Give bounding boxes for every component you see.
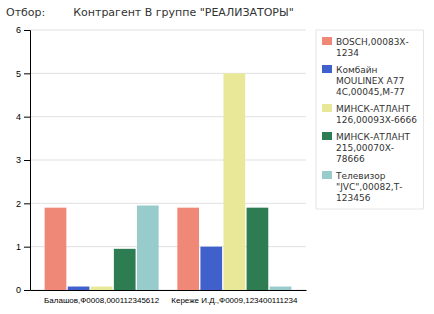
bar bbox=[91, 287, 113, 290]
tick-label: 5 bbox=[16, 69, 21, 79]
bar bbox=[177, 208, 199, 290]
legend-label: МИНСК-АТЛАНТ126,00093Х-6666 bbox=[336, 104, 417, 125]
grid-line bbox=[30, 203, 306, 204]
tick: 4 bbox=[16, 112, 30, 122]
legend-label-line: 126,00093Х-6666 bbox=[336, 115, 417, 125]
legend-label: BOSCH,00083Х-1234 bbox=[336, 37, 409, 58]
chart: Отбор: Контрагент В группе "РЕАЛИЗАТОРЫ"… bbox=[0, 0, 434, 314]
bars bbox=[45, 73, 292, 290]
legend-label: КомбайнMOULINEX A774С,00045,М-77 bbox=[336, 65, 405, 97]
tick: 3 bbox=[16, 155, 30, 165]
bar bbox=[200, 247, 222, 290]
tick-label: 6 bbox=[16, 25, 21, 35]
tick: 1 bbox=[16, 242, 30, 252]
bar bbox=[114, 249, 136, 290]
tick: Балашов,Ф0008,000112345612 bbox=[44, 296, 160, 305]
series bbox=[45, 208, 199, 290]
tick: 0 bbox=[16, 285, 30, 295]
plot: 0 1 2 3 4 5 6 Балашов,Ф0008,000112345612 Кереже … bbox=[16, 25, 307, 304]
legend-label-line: 1234 bbox=[336, 48, 359, 58]
bar bbox=[270, 287, 292, 290]
legend-item: МИНСК-АТЛАНТ126,00093Х-6666 bbox=[322, 104, 417, 125]
legend: BOSCH,00083Х-1234 КомбайнMOULINEX A774С,0… bbox=[316, 30, 423, 209]
tick: 2 bbox=[16, 199, 30, 209]
grid-line bbox=[30, 116, 306, 117]
tick-mark bbox=[24, 247, 30, 248]
legend-label-line: 215,00070Х- bbox=[336, 143, 394, 153]
bar bbox=[68, 287, 90, 290]
y-axis: 0 1 2 3 4 5 6 bbox=[16, 25, 31, 295]
legend-label-line: 123456 bbox=[336, 193, 371, 203]
legend-label-line: МИНСК-АТЛАНТ bbox=[336, 104, 411, 114]
legend-label-line: 4С,00045,М-77 bbox=[336, 87, 405, 97]
legend-label-line: 78666 bbox=[336, 154, 365, 164]
tick-label: Кереже И.Д.,Ф0009,123400111234 bbox=[171, 296, 298, 305]
grid bbox=[30, 30, 306, 290]
axis-line bbox=[24, 31, 31, 291]
legend-label-line: Телевизор bbox=[335, 171, 386, 181]
tick: 6 bbox=[16, 25, 30, 35]
series bbox=[91, 73, 245, 290]
bar bbox=[247, 208, 269, 290]
axis-line bbox=[31, 290, 307, 291]
legend-swatch bbox=[322, 65, 332, 73]
legend-item: МИНСК-АТЛАНТ215,00070Х-78666 bbox=[322, 132, 411, 164]
grid-line bbox=[30, 73, 306, 74]
legend-frame bbox=[316, 30, 423, 209]
tick: Кереже И.Д.,Ф0009,123400111234 bbox=[171, 296, 298, 305]
bar bbox=[224, 73, 246, 290]
tick-mark bbox=[24, 73, 30, 74]
series bbox=[137, 206, 291, 291]
legend-swatch bbox=[322, 104, 332, 112]
bar bbox=[137, 206, 159, 291]
tick-mark bbox=[24, 160, 30, 161]
legend-swatch bbox=[322, 171, 332, 179]
legend-label: Телевизор"JVC",00082,Т-123456 bbox=[335, 171, 402, 203]
legend-swatch bbox=[322, 132, 332, 140]
legend-label-line: MOULINEX A77 bbox=[336, 76, 404, 86]
legend-swatch bbox=[322, 37, 332, 45]
legend-label-line: BOSCH,00083Х- bbox=[336, 37, 409, 47]
tick-mark bbox=[24, 117, 30, 118]
tick-label: 2 bbox=[16, 199, 21, 209]
grid-line bbox=[30, 30, 306, 31]
x-axis: Балашов,Ф0008,000112345612 Кереже И.Д.,Ф0… bbox=[31, 291, 307, 305]
legend-label: МИНСК-АТЛАНТ215,00070Х-78666 bbox=[336, 132, 411, 164]
bar bbox=[45, 208, 67, 290]
tick-mark bbox=[24, 203, 30, 204]
tick-mark bbox=[24, 290, 30, 291]
legend-label-line: "JVC",00082,Т- bbox=[336, 182, 402, 192]
legend-item: КомбайнMOULINEX A774С,00045,М-77 bbox=[322, 65, 405, 97]
tick: 5 bbox=[16, 69, 30, 79]
tick-label: Балашов,Ф0008,000112345612 bbox=[44, 296, 160, 305]
tick-mark bbox=[24, 30, 30, 31]
tick-label: 0 bbox=[16, 285, 21, 295]
legend-label-line: МИНСК-АТЛАНТ bbox=[336, 132, 411, 142]
legend-item: BOSCH,00083Х-1234 bbox=[322, 37, 409, 58]
legend-item: Телевизор"JVC",00082,Т-123456 bbox=[322, 171, 402, 203]
title: Отбор: Контрагент В группе "РЕАЛИЗАТОРЫ" bbox=[6, 6, 294, 19]
tick-label: 3 bbox=[16, 155, 21, 165]
legend-label-line: Комбайн bbox=[336, 65, 378, 75]
tick-label: 1 bbox=[16, 242, 21, 252]
grid-line bbox=[30, 160, 306, 161]
tick-label: 4 bbox=[16, 112, 21, 122]
